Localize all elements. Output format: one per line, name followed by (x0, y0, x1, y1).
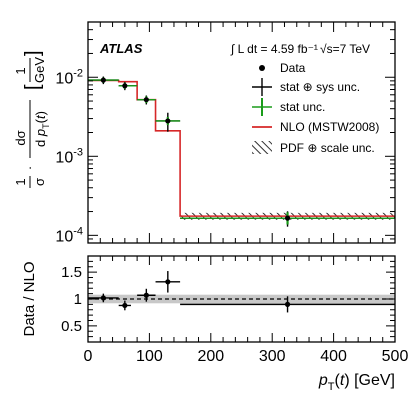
ratio-point (165, 279, 171, 285)
experiment-label: ATLAS (99, 41, 143, 56)
x-tick-label: 300 (259, 348, 286, 365)
data-point (284, 215, 291, 221)
y-title-unit-num: 1 (13, 67, 28, 74)
y-title-frac2-num: dσ (13, 130, 28, 145)
ratio-point (122, 302, 128, 309)
ratio-y-axis-title: Data / NLO (21, 261, 38, 336)
legend-label: NLO (MSTW2008) (280, 120, 379, 134)
ratio-uncertainty-band (88, 294, 395, 304)
luminosity-label: ∫ L dt = 4.59 fb⁻¹ (230, 42, 318, 56)
x-tick-label: 100 (136, 348, 163, 365)
energy-label: √s=7 TeV (320, 42, 370, 56)
y-title-bracket-open: [ (22, 84, 44, 90)
ratio-point (143, 292, 149, 298)
ratio-y-tick-label: 1 (74, 291, 82, 308)
ratio-y-tick-label: 0.5 (61, 318, 82, 335)
x-tick-label: 400 (320, 348, 347, 365)
main-panel: 10-4 10-3 10-2 ATLAS ∫ L dt = 4.59 fb⁻¹ √s=7 … (13, 21, 396, 245)
data-point (100, 77, 106, 83)
legend-label: stat ⊕ sys unc. (280, 80, 360, 94)
y-title-frac2-den: d pT(t) (33, 111, 51, 147)
y-tick-label: 10-3 (55, 146, 83, 166)
legend-marker-dot (259, 65, 265, 71)
y-axis-title: 1 σ·dσ d pT(t)[1 GeV] (13, 50, 51, 188)
y-title-frac1-den: σ (32, 178, 47, 186)
y-title-bracket-close: ] (22, 50, 44, 56)
data-point (122, 83, 128, 89)
y-tick-label: 10-2 (55, 67, 83, 87)
ratio-point (100, 295, 106, 301)
y-tick-label: 10-4 (55, 225, 83, 245)
y-title-frac1-num: 1 (13, 178, 28, 185)
ratio-panel: 0.5 1 1.5 0 100 200 300 400 500 Data / NLO pT(t) [… (21, 255, 409, 393)
x-tick-label: 200 (197, 348, 224, 365)
legend-marker-hatch (252, 141, 272, 154)
legend-label: stat unc. (280, 100, 325, 114)
data-point (165, 118, 171, 124)
legend-label: Data (280, 61, 306, 75)
x-tick-label: 0 (84, 348, 93, 365)
legend: Data stat ⊕ sys unc. stat unc. NLO (MSTW200… (252, 61, 379, 155)
x-tick-label: 500 (382, 348, 409, 365)
y-title-unit-den: GeV (32, 57, 47, 83)
data-point (143, 97, 149, 103)
ratio-point (284, 301, 291, 307)
y-title-dot: · (22, 166, 37, 170)
legend-label: PDF ⊕ scale unc. (280, 141, 375, 155)
x-axis-title: pT(t) [GeV] (318, 372, 395, 393)
ratio-y-tick-label: 1.5 (61, 264, 82, 281)
